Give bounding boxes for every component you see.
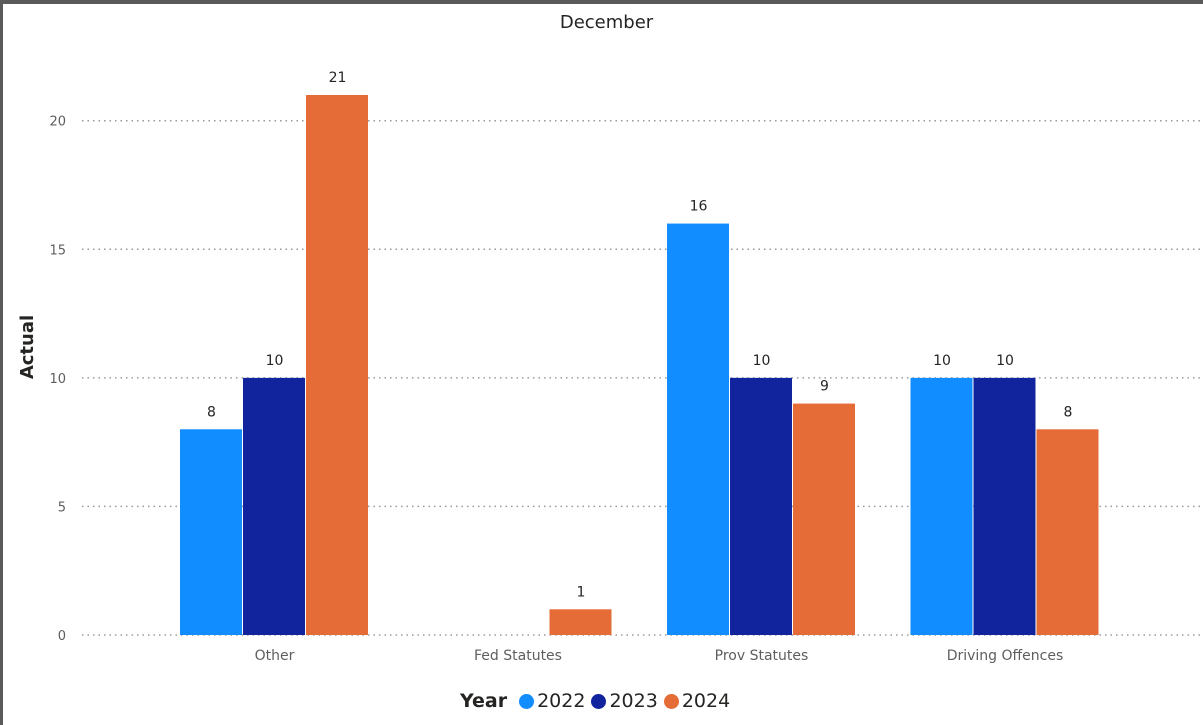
data-label: 21	[329, 70, 347, 86]
y-tick-label: 0	[58, 629, 66, 644]
legend-marker	[519, 693, 535, 709]
data-label: 1	[577, 584, 586, 600]
bar-2024-driving-offences[interactable]	[1036, 429, 1099, 635]
y-tick-label: 20	[49, 115, 66, 130]
chart-title: December	[559, 12, 654, 33]
legend-label: 2023	[609, 690, 658, 712]
y-tick-label: 5	[58, 500, 66, 515]
x-axis-ticks: Other Fed Statutes Prov Statutes Driving Of…	[255, 648, 1064, 664]
legend-marker	[663, 693, 679, 709]
x-tick-label: Prov Statutes	[715, 648, 809, 664]
bar-2024-fed-statutes[interactable]	[549, 609, 612, 635]
y-tick-label: 10	[49, 372, 66, 387]
legend-item-2022[interactable]: 2022	[519, 690, 585, 712]
bar-2022-driving-offences[interactable]	[910, 377, 973, 635]
data-label: 10	[996, 353, 1014, 369]
legend-label: 2022	[537, 690, 586, 712]
bar-2022-other[interactable]	[180, 429, 242, 635]
bar-2024-other[interactable]	[306, 95, 368, 635]
legend-items: 2022 2023 2024	[519, 690, 736, 712]
legend-item-2023[interactable]: 2023	[591, 690, 658, 712]
x-tick-label: Other	[255, 648, 295, 664]
bar-2022-prov-statutes[interactable]	[667, 223, 729, 636]
data-label: 16	[690, 199, 708, 215]
legend-item-2024[interactable]: 2024	[663, 690, 731, 712]
legend-label: 2024	[681, 690, 731, 712]
bar-2023-prov-statutes[interactable]	[730, 377, 792, 635]
data-label: 8	[1064, 404, 1073, 420]
y-axis-ticks: 0 5 10 15 20	[49, 115, 66, 644]
x-tick-label: Fed Statutes	[474, 648, 562, 664]
data-label: 9	[820, 379, 829, 395]
bars	[180, 95, 1099, 636]
legend: Year 2022 2023 2024	[460, 690, 736, 712]
x-tick-label: Driving Offences	[947, 648, 1064, 664]
data-labels: 8 10 21 1 16 10 9 10 10 8	[207, 70, 1072, 600]
bar-2023-driving-offences[interactable]	[973, 377, 1036, 635]
bar-2023-other[interactable]	[243, 377, 305, 635]
data-label: 10	[753, 353, 771, 369]
data-label: 10	[266, 353, 284, 369]
data-label: 8	[207, 404, 216, 420]
y-tick-label: 15	[49, 243, 66, 258]
data-label: 10	[933, 353, 951, 369]
legend-marker	[591, 693, 607, 709]
bar-2024-prov-statutes[interactable]	[793, 403, 855, 635]
y-axis-label: Actual	[17, 315, 38, 379]
legend-title: Year	[460, 690, 508, 712]
